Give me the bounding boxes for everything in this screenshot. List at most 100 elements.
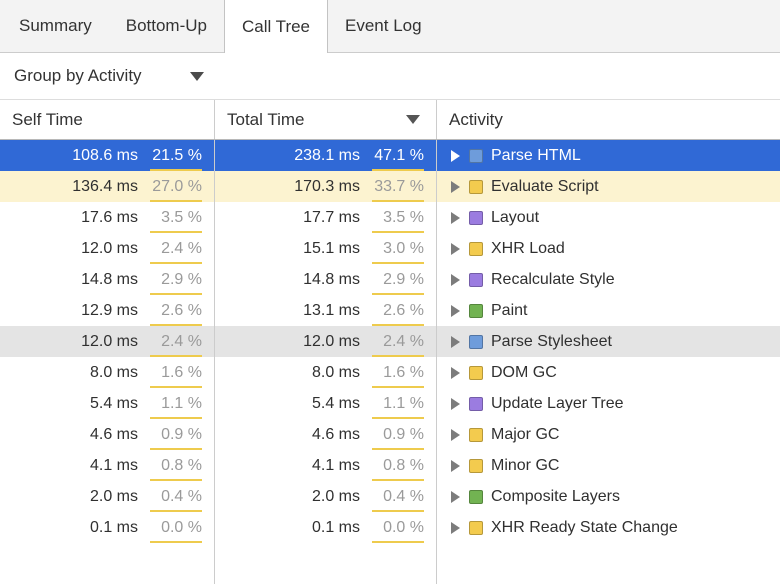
tab-event-log[interactable]: Event Log (345, 16, 422, 35)
table-row[interactable]: 12.0 ms 2.4 % 12.0 ms 2.4 % Parse Styles… (0, 326, 780, 357)
tab-summary[interactable]: Summary (19, 16, 92, 35)
activity-label: Evaluate Script (491, 177, 599, 195)
category-color-icon (469, 458, 483, 473)
total-time-percent: 3.5 % (372, 202, 424, 233)
self-time-percent: 2.9 % (150, 264, 202, 295)
category-color-icon (469, 520, 483, 535)
total-time-percent: 0.4 % (372, 481, 424, 512)
total-time-cell: 4.6 ms 0.9 % (215, 419, 437, 450)
activity-label: Paint (491, 301, 528, 319)
empty-total-time-column (215, 543, 437, 584)
self-time-percent: 0.8 % (150, 450, 202, 481)
column-header-total-time[interactable]: Total Time (215, 100, 437, 139)
expand-arrow-icon[interactable] (451, 521, 460, 534)
expand-arrow-icon[interactable] (451, 149, 460, 162)
total-time-cell: 12.0 ms 2.4 % (215, 326, 437, 357)
activity-cell: Update Layer Tree (437, 388, 780, 419)
total-time-percent: 47.1 % (372, 140, 424, 171)
self-time-value: 17.6 ms (81, 208, 138, 226)
group-by-dropdown[interactable]: Group by Activity (14, 66, 204, 86)
total-time-percent: 1.1 % (372, 388, 424, 419)
table-header-row: Self Time Total Time Activity (0, 100, 780, 140)
column-header-self-time[interactable]: Self Time (0, 100, 215, 139)
tab-bottom-up[interactable]: Bottom-Up (125, 16, 207, 35)
expand-arrow-icon[interactable] (451, 428, 460, 441)
total-time-percent: 2.9 % (372, 264, 424, 295)
total-time-percent: 3.0 % (372, 233, 424, 264)
total-time-value: 2.0 ms (311, 487, 360, 505)
expand-arrow-icon[interactable] (451, 397, 460, 410)
activity-cell: Major GC (437, 419, 780, 450)
empty-activity-column (437, 543, 780, 584)
self-time-percent: 27.0 % (150, 171, 202, 202)
category-color-icon (469, 241, 483, 256)
self-time-cell: 14.8 ms 2.9 % (0, 264, 215, 295)
activity-cell: Paint (437, 295, 780, 326)
self-time-percent: 2.6 % (150, 295, 202, 326)
total-time-percent: 1.6 % (372, 357, 424, 388)
category-color-icon (469, 489, 483, 504)
total-time-cell: 170.3 ms 33.7 % (215, 171, 437, 202)
self-time-cell: 108.6 ms 21.5 % (0, 140, 215, 171)
expand-arrow-icon[interactable] (451, 273, 460, 286)
expand-arrow-icon[interactable] (451, 335, 460, 348)
total-time-percent: 0.0 % (372, 512, 424, 543)
activity-cell: Minor GC (437, 450, 780, 481)
table-row[interactable]: 108.6 ms 21.5 % 238.1 ms 47.1 % Parse HT… (0, 140, 780, 171)
activity-label: Composite Layers (491, 487, 620, 505)
expand-arrow-icon[interactable] (451, 242, 460, 255)
tab-call-tree[interactable]: Call Tree (223, 0, 329, 53)
total-time-cell: 2.0 ms 0.4 % (215, 481, 437, 512)
table-row[interactable]: 14.8 ms 2.9 % 14.8 ms 2.9 % Recalculate … (0, 264, 780, 295)
self-time-cell: 4.1 ms 0.8 % (0, 450, 215, 481)
activity-cell: Composite Layers (437, 481, 780, 512)
table-row[interactable]: 17.6 ms 3.5 % 17.7 ms 3.5 % Layout (0, 202, 780, 233)
table-row[interactable]: 8.0 ms 1.6 % 8.0 ms 1.6 % DOM GC (0, 357, 780, 388)
total-time-value: 0.1 ms (311, 518, 360, 536)
activity-cell: Evaluate Script (437, 171, 780, 202)
total-time-value: 17.7 ms (303, 208, 360, 226)
total-time-value: 8.0 ms (311, 363, 360, 381)
self-time-cell: 12.9 ms 2.6 % (0, 295, 215, 326)
total-time-value: 4.6 ms (311, 425, 360, 443)
self-time-percent: 3.5 % (150, 202, 202, 233)
expand-arrow-icon[interactable] (451, 304, 460, 317)
self-time-percent: 2.4 % (150, 233, 202, 264)
total-time-header-label: Total Time (227, 109, 305, 129)
table-row[interactable]: 2.0 ms 0.4 % 2.0 ms 0.4 % Composite Laye… (0, 481, 780, 512)
activity-label: Recalculate Style (491, 270, 615, 288)
table-row[interactable]: 4.1 ms 0.8 % 4.1 ms 0.8 % Minor GC (0, 450, 780, 481)
table-row[interactable]: 12.9 ms 2.6 % 13.1 ms 2.6 % Paint (0, 295, 780, 326)
total-time-cell: 14.8 ms 2.9 % (215, 264, 437, 295)
self-time-value: 0.1 ms (89, 518, 138, 536)
expand-arrow-icon[interactable] (451, 180, 460, 193)
activity-label: Update Layer Tree (491, 394, 624, 412)
category-color-icon (469, 303, 483, 318)
column-header-activity[interactable]: Activity (437, 100, 780, 139)
self-time-percent: 1.1 % (150, 388, 202, 419)
total-time-percent: 33.7 % (372, 171, 424, 202)
total-time-cell: 0.1 ms 0.0 % (215, 512, 437, 543)
table-row[interactable]: 136.4 ms 27.0 % 170.3 ms 33.7 % Evaluate… (0, 171, 780, 202)
sort-descending-icon (406, 115, 420, 124)
self-time-percent: 2.4 % (150, 326, 202, 357)
table-row[interactable]: 5.4 ms 1.1 % 5.4 ms 1.1 % Update Layer T… (0, 388, 780, 419)
table-row[interactable]: 4.6 ms 0.9 % 4.6 ms 0.9 % Major GC (0, 419, 780, 450)
expand-arrow-icon[interactable] (451, 459, 460, 472)
table-row[interactable]: 0.1 ms 0.0 % 0.1 ms 0.0 % XHR Ready Stat… (0, 512, 780, 543)
category-color-icon (469, 179, 483, 194)
empty-grid-area (0, 543, 780, 584)
total-time-cell: 8.0 ms 1.6 % (215, 357, 437, 388)
self-time-value: 12.0 ms (81, 239, 138, 257)
category-color-icon (469, 334, 483, 349)
self-time-percent: 0.0 % (150, 512, 202, 543)
expand-arrow-icon[interactable] (451, 490, 460, 503)
expand-arrow-icon[interactable] (451, 211, 460, 224)
expand-arrow-icon[interactable] (451, 366, 460, 379)
total-time-percent: 2.4 % (372, 326, 424, 357)
self-time-header-label: Self Time (12, 109, 83, 129)
category-color-icon (469, 427, 483, 442)
table-row[interactable]: 12.0 ms 2.4 % 15.1 ms 3.0 % XHR Load (0, 233, 780, 264)
activity-cell: Parse Stylesheet (437, 326, 780, 357)
total-time-value: 14.8 ms (303, 270, 360, 288)
